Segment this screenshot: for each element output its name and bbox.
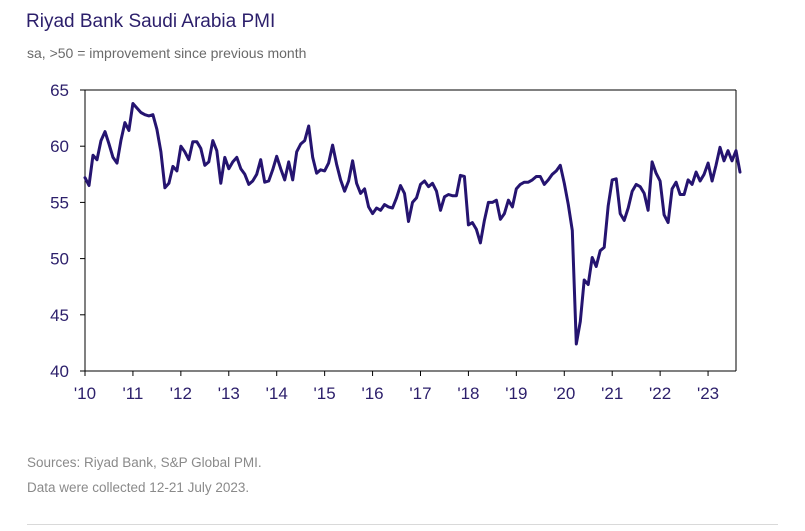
x-tick-label: '19	[505, 384, 527, 403]
bottom-divider	[27, 524, 778, 525]
x-tick-label: '17	[409, 384, 431, 403]
x-axis-ticks: '10 '11 '12 '13 '14 '15 '16 '17 '18 '19 '20 '21 '22 '…	[74, 371, 719, 403]
collection-note: Data were collected 12-21 July 2023.	[27, 480, 250, 495]
y-tick-label: 45	[50, 306, 69, 325]
pmi-line-chart: 40 45 50 55 60 65 '10 '11 '12 '13 '14 '15 '16 '17 '18…	[50, 81, 742, 403]
x-tick-label: '21	[601, 384, 623, 403]
chart-subtitle: sa, >50 = improvement since previous mon…	[27, 45, 307, 61]
x-tick-label: '20	[553, 384, 575, 403]
x-tick-label: '13	[218, 384, 240, 403]
y-tick-label: 60	[50, 137, 69, 156]
y-tick-label: 65	[50, 81, 69, 100]
chart-title: Riyad Bank Saudi Arabia PMI	[26, 11, 276, 32]
chart-axes	[84, 89, 737, 372]
y-axis-ticks: 40 45 50 55 60 65	[50, 81, 85, 381]
x-tick-label: '10	[74, 384, 96, 403]
x-tick-label: '16	[361, 384, 383, 403]
x-tick-label: '15	[314, 384, 336, 403]
x-tick-label: '12	[170, 384, 192, 403]
source-note: Sources: Riyad Bank, S&P Global PMI.	[27, 455, 262, 470]
x-tick-label: '18	[457, 384, 479, 403]
x-tick-label: '14	[266, 384, 288, 403]
y-tick-label: 40	[50, 362, 69, 381]
y-tick-label: 55	[50, 193, 69, 212]
y-tick-label: 50	[50, 250, 69, 269]
x-tick-label: '23	[697, 384, 719, 403]
pmi-series-line	[83, 102, 742, 346]
x-tick-label: '11	[122, 384, 143, 403]
x-tick-label: '22	[649, 384, 671, 403]
